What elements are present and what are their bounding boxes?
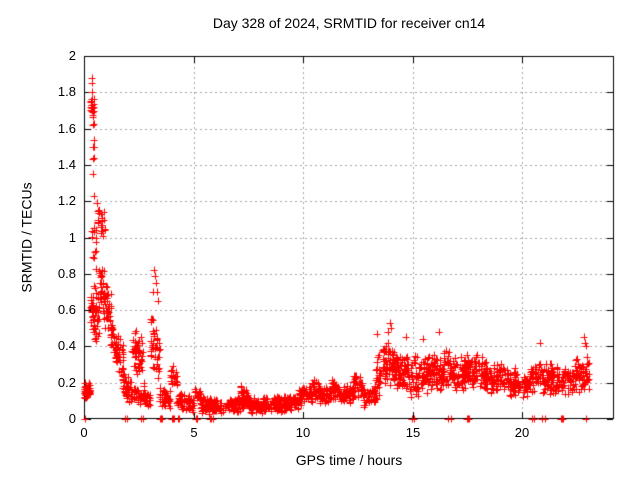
y-tick-label: 1.8 <box>57 84 76 99</box>
y-tick-label: 1.6 <box>57 121 76 136</box>
x-tick-label: 5 <box>190 425 198 440</box>
y-tick-label: 1 <box>68 230 76 245</box>
y-tick-label: 1.2 <box>57 193 76 208</box>
y-tick-label: 0.4 <box>57 338 76 353</box>
x-tick-label: 15 <box>405 425 421 440</box>
x-axis-label: GPS time / hours <box>295 452 403 468</box>
x-tick-label: 20 <box>514 425 530 440</box>
chart-title: Day 328 of 2024, SRMTID for receiver cn1… <box>212 15 486 31</box>
y-tick-label: 0.6 <box>57 302 76 317</box>
y-tick-label: 0.8 <box>57 266 76 281</box>
x-tick-label: 10 <box>295 425 311 440</box>
y-tick-label: 2 <box>68 48 76 63</box>
y-tick-label: 0.2 <box>57 375 76 390</box>
y-tick-label: 0 <box>68 411 76 426</box>
x-tick-label: 0 <box>80 425 88 440</box>
y-tick-label: 1.4 <box>57 157 76 172</box>
